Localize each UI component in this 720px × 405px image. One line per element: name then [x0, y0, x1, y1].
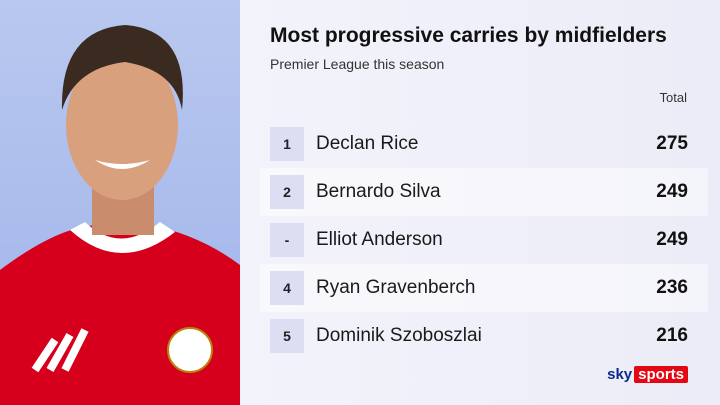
table-row: 5 Dominik Szoboszlai 216 [260, 312, 708, 360]
player-name: Bernardo Silva [316, 181, 441, 202]
chart-title: Most progressive carries by midfielders [270, 24, 667, 47]
logo-sports: sports [634, 366, 688, 383]
total-value: 249 [656, 181, 688, 202]
total-value: 275 [656, 133, 688, 154]
logo-sky: sky [607, 366, 633, 383]
column-header-total: Total [659, 90, 687, 105]
table-row: 4 Ryan Gravenberch 236 [260, 264, 708, 312]
player-name: Ryan Gravenberch [316, 277, 476, 298]
table-row: 2 Bernardo Silva 249 [260, 168, 708, 216]
rank-badge: 5 [270, 319, 304, 353]
player-name: Declan Rice [316, 133, 419, 154]
rank-badge: 4 [270, 271, 304, 305]
player-photo [0, 0, 240, 405]
rank-badge: - [270, 223, 304, 257]
sky-sports-logo: sky sports [607, 366, 688, 383]
table-row: 1 Declan Rice 275 [260, 120, 708, 168]
player-name: Dominik Szoboszlai [316, 325, 482, 346]
total-value: 236 [656, 277, 688, 298]
chart-subtitle: Premier League this season [270, 56, 445, 72]
total-value: 249 [656, 229, 688, 250]
rank-badge: 1 [270, 127, 304, 161]
ranking-panel: Most progressive carries by midfielders … [240, 0, 720, 405]
player-name: Elliot Anderson [316, 229, 443, 250]
table-row: - Elliot Anderson 249 [260, 216, 708, 264]
rank-badge: 2 [270, 175, 304, 209]
player-portrait-icon [0, 25, 240, 405]
total-value: 216 [656, 325, 688, 346]
